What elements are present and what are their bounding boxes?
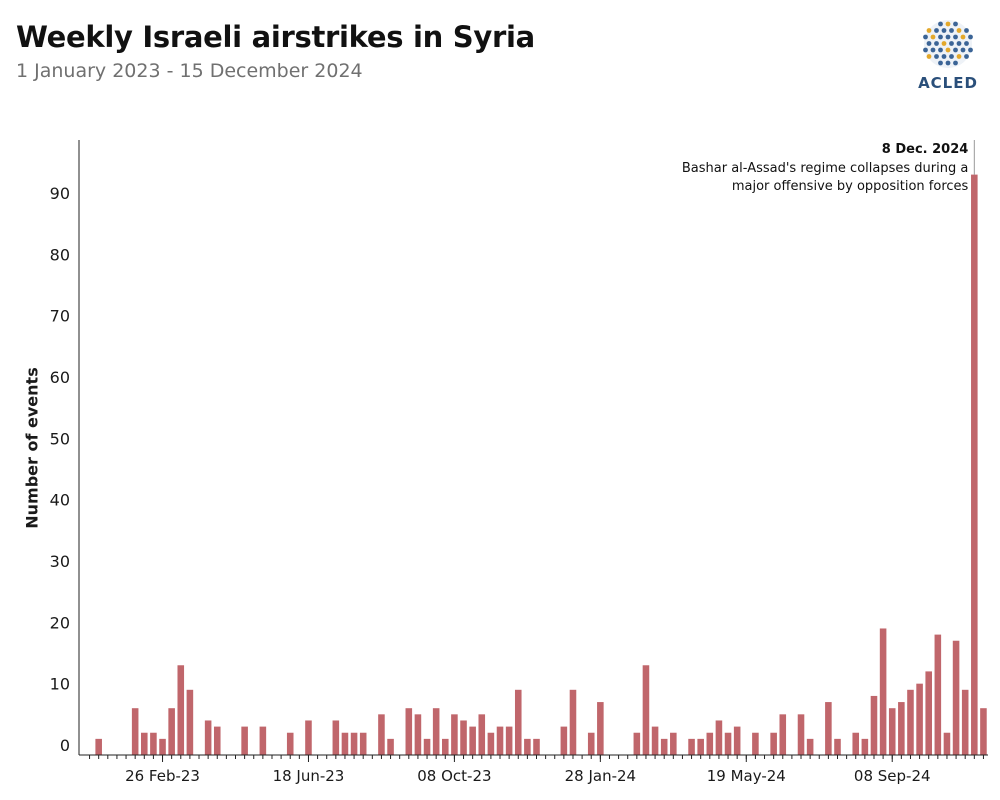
x-tick-label: 26 Feb-23 (125, 767, 200, 785)
bar (213, 726, 221, 755)
bar (806, 738, 814, 755)
y-tick-label: 60 (50, 368, 70, 387)
bar (168, 708, 175, 755)
bar (660, 738, 668, 755)
bar (341, 732, 349, 755)
bar (505, 726, 513, 755)
bar (442, 738, 449, 755)
bar (150, 732, 157, 755)
bar (141, 732, 148, 755)
bar (332, 720, 340, 755)
bar (779, 714, 787, 755)
bar (286, 732, 294, 755)
x-tick-label: 18 Jun-23 (273, 767, 345, 785)
bar (752, 732, 759, 755)
bar (733, 726, 741, 755)
bar (724, 732, 732, 755)
chart-title: Weekly Israeli airstrikes in Syria (16, 20, 535, 54)
bar (952, 640, 960, 755)
y-tick-label: 80 (50, 245, 70, 264)
bar (423, 738, 431, 755)
annotation-text: major offensive by opposition forces (732, 179, 969, 194)
bar (350, 732, 358, 755)
x-tick-label: 08 Oct-23 (417, 767, 491, 785)
y-tick-label: 40 (50, 491, 70, 510)
bar (925, 671, 932, 755)
bar (95, 738, 102, 755)
bar (587, 732, 595, 755)
bar (879, 628, 887, 755)
bar (697, 738, 704, 755)
bar (186, 689, 194, 755)
bar (560, 726, 568, 755)
bar (432, 708, 440, 755)
bar (478, 714, 486, 755)
x-tick-label: 08 Sep-24 (854, 767, 931, 785)
bar (934, 634, 942, 755)
bar (888, 708, 896, 755)
chart-subtitle: 1 January 2023 - 15 December 2024 (16, 60, 363, 82)
bar (770, 732, 777, 755)
bar (241, 726, 248, 755)
bar (597, 702, 604, 755)
bar (688, 738, 695, 755)
bar (487, 732, 495, 755)
bar (651, 726, 659, 755)
y-tick-label: 90 (50, 184, 70, 203)
bar (469, 726, 476, 755)
bar (451, 714, 458, 755)
bar (633, 732, 641, 755)
bar (870, 695, 878, 755)
bar (131, 708, 139, 755)
logo-text: ACLED (918, 74, 978, 92)
bar (514, 689, 522, 755)
bar (305, 720, 312, 755)
bar (378, 714, 385, 755)
bar (524, 738, 531, 755)
bar (642, 665, 650, 755)
bar (715, 720, 723, 755)
y-tick-label: 10 (50, 675, 70, 694)
y-tick-label: 70 (50, 307, 70, 326)
bar (670, 732, 677, 755)
bar (825, 702, 832, 755)
bar (971, 174, 978, 756)
bar (980, 708, 987, 755)
bar (916, 683, 923, 755)
bar (359, 732, 367, 755)
bar (387, 738, 394, 755)
bar (569, 689, 577, 755)
bar (259, 726, 267, 755)
bar (460, 720, 467, 755)
y-tick-label: 30 (50, 552, 70, 571)
globe-dots-icon (923, 20, 973, 68)
bar (414, 714, 422, 755)
bar (159, 738, 166, 755)
annotation-text: Bashar al-Assad's regime collapses durin… (682, 161, 968, 176)
acled-logo: ACLED (908, 16, 988, 94)
bar (907, 689, 914, 755)
bar (405, 708, 413, 755)
bar (204, 720, 212, 755)
bar (961, 689, 969, 755)
bar (834, 738, 841, 755)
y-tick-label: 20 (50, 613, 70, 632)
bar (797, 714, 805, 755)
bar (852, 732, 860, 755)
y-tick-label: 50 (50, 429, 70, 448)
bar (861, 738, 869, 755)
bar (943, 732, 951, 755)
bar (496, 726, 504, 755)
annotation-date: 8 Dec. 2024 (882, 142, 969, 157)
x-tick-label: 28 Jan-24 (565, 767, 636, 785)
bar (706, 732, 714, 755)
bar (533, 738, 540, 755)
bar (177, 665, 185, 755)
y-tick-label: 0 (60, 736, 70, 755)
x-tick-label: 19 May-24 (707, 767, 786, 785)
bar (898, 702, 905, 755)
